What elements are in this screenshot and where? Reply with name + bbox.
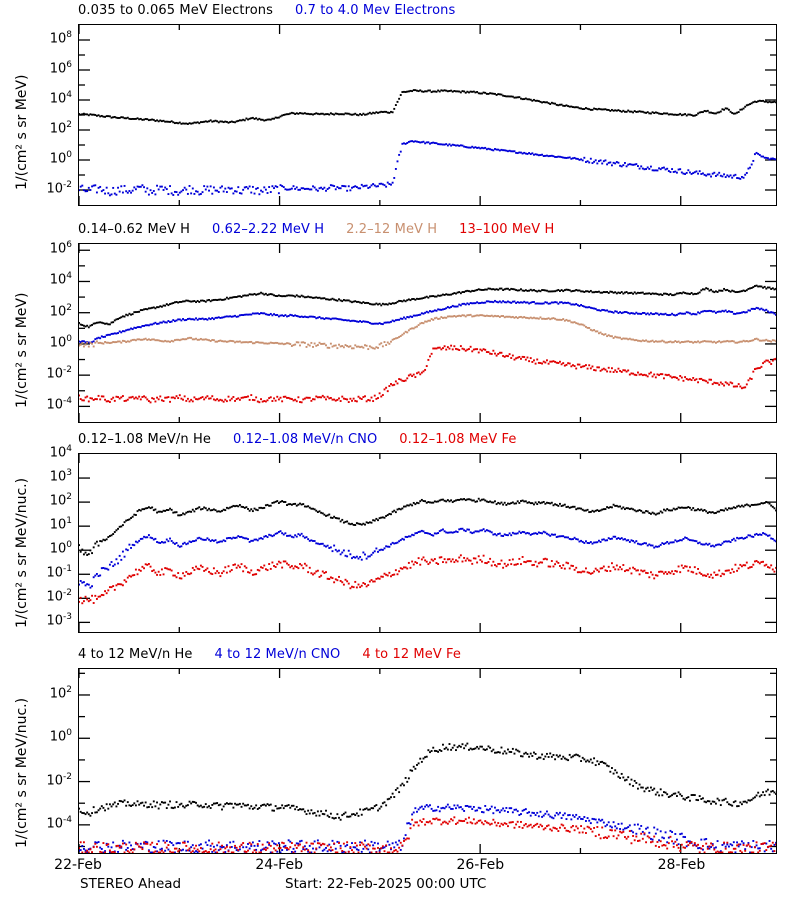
ytick-label: 102: [49, 684, 72, 702]
ytick-label: 102: [49, 492, 72, 509]
xtick-label: 22-Feb: [54, 857, 102, 873]
plot-area-heavy-low[interactable]: [78, 453, 777, 633]
ytick-label: 101: [49, 516, 72, 533]
start-time-label: Start: 22-Feb-2025 00:00 UTC: [285, 876, 487, 892]
ytick-label: 10-2: [46, 771, 72, 788]
plot-area-electrons[interactable]: [78, 24, 777, 206]
legend-item-1: 0.7 to 4.0 Mev Electrons: [295, 3, 456, 18]
yticks-heavy-low: 104 103 102 101 100 10-1 10-2 10-3: [28, 444, 72, 633]
ytick-label: 100: [49, 540, 72, 557]
legend-item-2: 4 to 12 MeV Fe: [362, 647, 462, 662]
plot-area-heavy-high[interactable]: [78, 668, 777, 854]
xtick-label: 28-Feb: [657, 857, 706, 873]
ytick-label: 100: [49, 728, 72, 745]
ylabel-protons: 1/(cm² s sr MeV): [14, 292, 30, 408]
legend-item-1: 4 to 12 MeV/n CNO: [214, 647, 341, 662]
ytick-label: 104: [49, 271, 72, 288]
yticks-electrons: 108 106 104 102 100 10-2: [28, 24, 72, 206]
ytick-label: 10-4: [46, 814, 72, 832]
xtick-label: 26-Feb: [456, 857, 505, 873]
ytick-label: 104: [49, 90, 72, 107]
ytick-label: 100: [49, 333, 72, 351]
ytick-label: 106: [49, 240, 72, 257]
spacecraft-label: STEREO Ahead: [80, 876, 182, 892]
legend-item-2: 2.2–12 MeV H: [346, 222, 438, 237]
ytick-label: 10-2: [46, 365, 72, 382]
plot-area-protons[interactable]: [78, 243, 777, 423]
yticks-heavy-high: 102 100 10-2 10-4: [28, 668, 72, 854]
legend-item-0: 0.035 to 0.065 MeV Electrons: [78, 3, 274, 18]
panel-heavy-low-legend: 0.12–1.08 MeV/n He 0.12–1.08 MeV/n CNO 0.1…: [78, 431, 538, 449]
legend-item-1: 0.12–1.08 MeV/n CNO: [232, 432, 378, 447]
ytick-label: 104: [49, 444, 72, 461]
legend-item-0: 0.12–1.08 MeV/n He: [78, 432, 211, 447]
legend-item-1: 0.62–2.22 MeV H: [212, 222, 325, 237]
ylabel-heavy-high: 1/(cm² s sr MeV/nuc.): [14, 697, 30, 848]
ytick-label: 10-2: [46, 180, 72, 197]
ylabel-heavy-low: 1/(cm² s sr MeV/nuc.): [14, 477, 30, 628]
panel-heavy-high-legend: 4 to 12 MeV/n He 4 to 12 MeV/n CNO 4 to 12…: [78, 646, 483, 664]
yticks-protons: 106 104 102 100 10-2 10-4: [28, 240, 72, 423]
ytick-label: 100: [49, 150, 72, 167]
ytick-label: 10-4: [46, 396, 72, 413]
ytick-label: 106: [49, 60, 72, 77]
ytick-label: 10-2: [46, 588, 72, 605]
panel-protons-legend: 0.14–0.62 MeV H 0.62–2.22 MeV H 2.2–12 MeV…: [78, 221, 576, 239]
ytick-label: 102: [49, 120, 72, 137]
legend-item-3: 13–100 MeV H: [459, 222, 555, 237]
ytick-label: 10-3: [46, 612, 72, 629]
legend-item-2: 0.12–1.08 MeV Fe: [399, 432, 517, 447]
ytick-label: 10-1: [46, 564, 72, 581]
xtick-label: 24-Feb: [255, 857, 303, 873]
ytick-label: 102: [49, 302, 72, 320]
ytick-label: 103: [49, 468, 72, 485]
ylabel-electrons: 1/(cm² s sr MeV): [14, 74, 30, 190]
legend-item-0: 0.14–0.62 MeV H: [78, 222, 191, 237]
legend-item-0: 4 to 12 MeV/n He: [78, 647, 193, 662]
panel-electrons-legend: 0.035 to 0.065 MeV Electrons 0.7 to 4.0 M…: [78, 2, 477, 20]
ytick-label: 108: [49, 30, 72, 47]
